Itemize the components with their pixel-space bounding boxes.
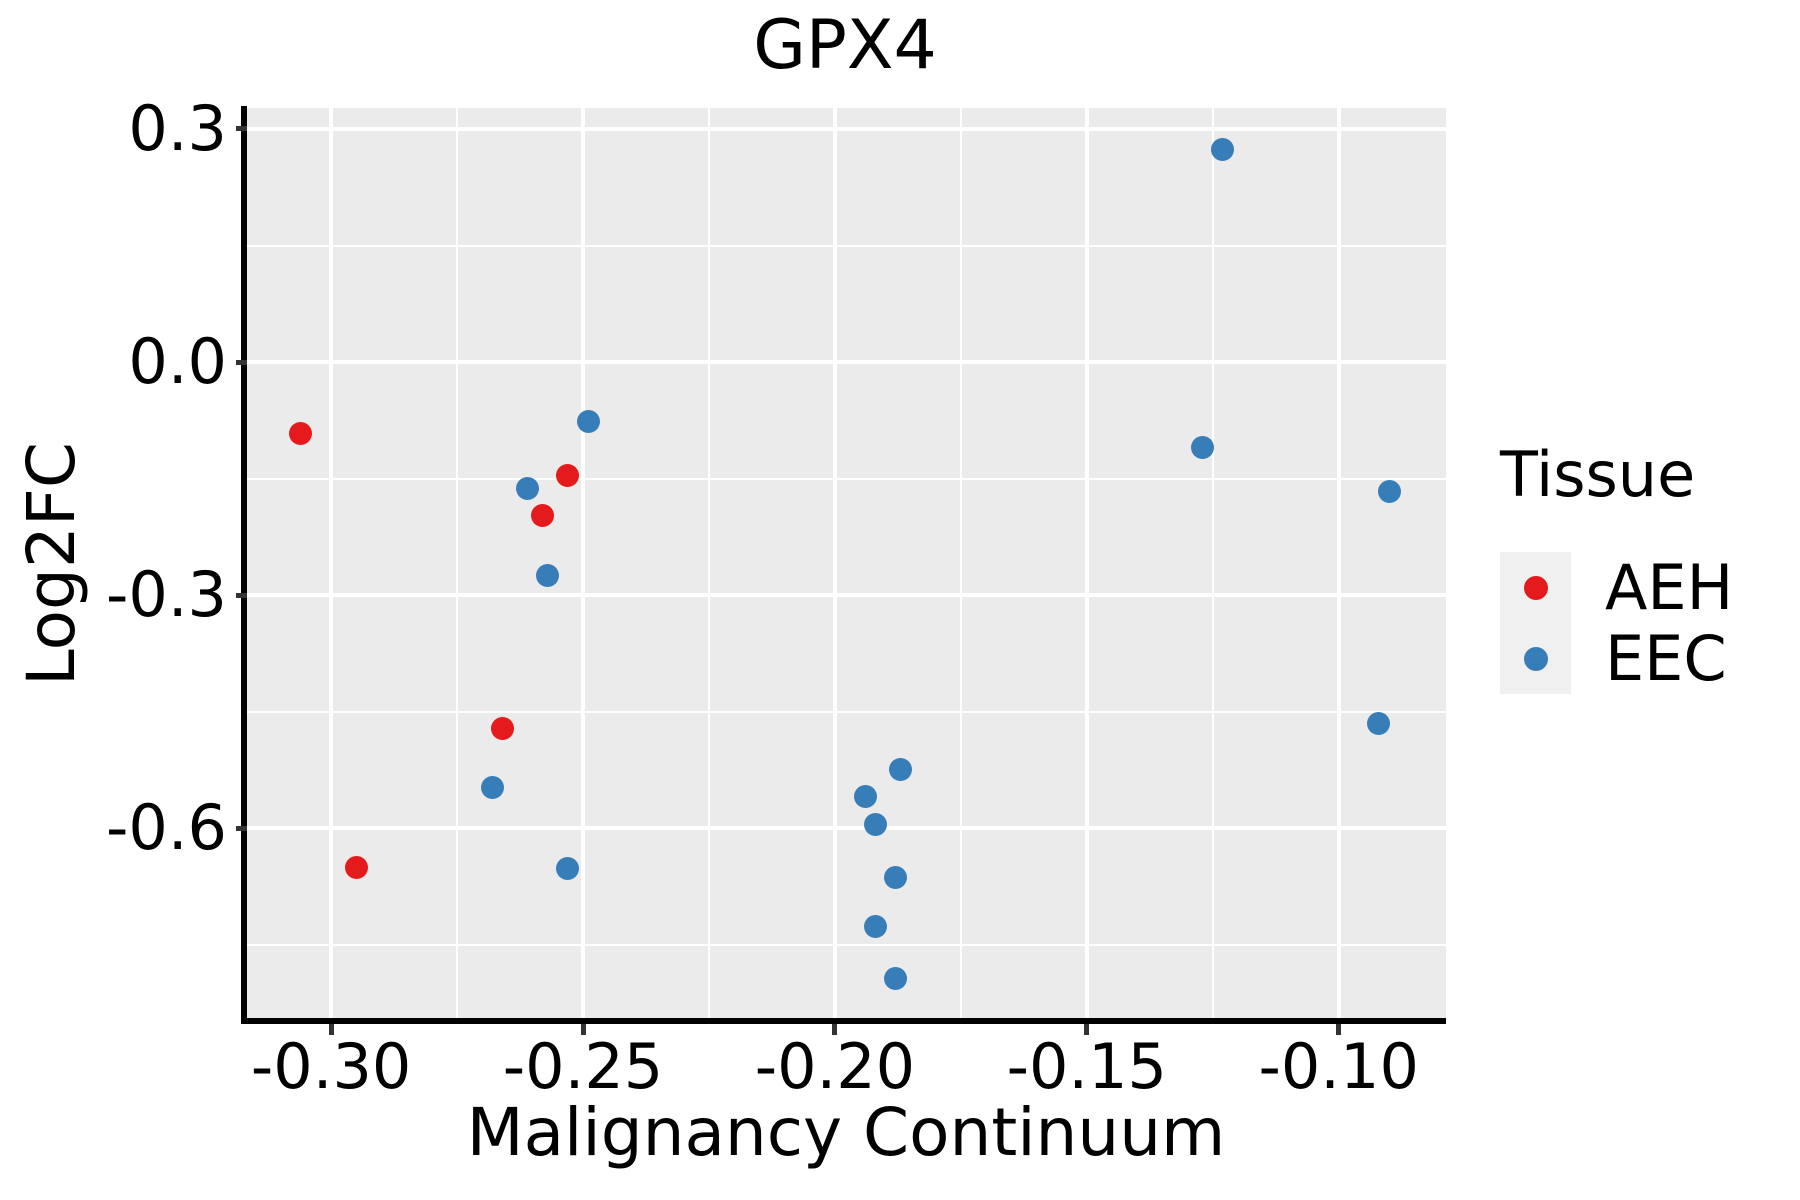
y-axis-line xyxy=(241,106,247,1024)
plot-panel xyxy=(247,108,1446,1021)
y-tick-mark xyxy=(236,359,247,365)
y-tick-label: -0.3 xyxy=(106,558,227,632)
data-point-eec xyxy=(1211,137,1235,161)
data-point-aeh xyxy=(344,856,368,880)
y-tick-label: 0.3 xyxy=(128,91,227,165)
x-tick-label: -0.30 xyxy=(250,1030,412,1103)
data-point-eec xyxy=(1191,436,1215,460)
legend-label-eec: EEC xyxy=(1605,622,1727,695)
legend-key-box-aeh xyxy=(1500,552,1571,623)
x-tick-label: -0.20 xyxy=(754,1030,916,1103)
y-axis-title: Log2FC xyxy=(13,442,90,686)
data-point-aeh xyxy=(490,717,514,741)
minor-grid-line-vertical xyxy=(707,108,710,1021)
x-tick-label: -0.10 xyxy=(1258,1030,1419,1103)
data-point-eec xyxy=(883,966,907,990)
data-point-eec xyxy=(516,477,540,501)
minor-grid-line-vertical xyxy=(1211,108,1214,1021)
x-axis-line xyxy=(241,1018,1446,1024)
major-grid-line-vertical xyxy=(832,108,837,1021)
x-tick-label: -0.25 xyxy=(502,1030,664,1103)
major-grid-line-vertical xyxy=(1336,108,1341,1021)
legend-dot-aeh xyxy=(1523,575,1548,600)
major-grid-line-vertical xyxy=(581,108,586,1021)
data-point-aeh xyxy=(531,504,555,528)
major-grid-line-horizontal xyxy=(247,360,1446,365)
x-tick-mark xyxy=(328,1024,334,1035)
data-point-eec xyxy=(1377,480,1401,504)
legend-dot-eec xyxy=(1523,646,1548,671)
data-point-eec xyxy=(853,784,877,808)
minor-grid-line-horizontal xyxy=(247,943,1446,946)
y-tick-mark xyxy=(236,825,247,831)
plot-title: GPX4 xyxy=(753,6,937,85)
x-tick-label: -0.15 xyxy=(1006,1030,1168,1103)
minor-grid-line-vertical xyxy=(959,108,962,1021)
legend-title: Tissue xyxy=(1500,438,1696,511)
data-point-eec xyxy=(576,410,600,434)
x-axis-title: Malignancy Continuum xyxy=(466,1094,1226,1171)
data-point-eec xyxy=(883,865,907,889)
y-tick-label: -0.6 xyxy=(106,791,227,865)
data-point-aeh xyxy=(289,422,313,446)
minor-grid-line-vertical xyxy=(456,108,459,1021)
x-tick-mark xyxy=(832,1024,838,1035)
data-point-eec xyxy=(536,564,560,588)
y-tick-label: 0.0 xyxy=(128,325,227,399)
major-grid-line-vertical xyxy=(1084,108,1089,1021)
major-grid-line-horizontal xyxy=(247,126,1446,131)
minor-grid-line-horizontal xyxy=(247,244,1446,247)
major-grid-line-vertical xyxy=(329,108,334,1021)
data-point-eec xyxy=(863,812,887,836)
data-point-eec xyxy=(480,775,504,799)
data-point-eec xyxy=(1367,711,1391,735)
data-point-eec xyxy=(863,915,887,939)
x-tick-mark xyxy=(1336,1024,1342,1035)
x-tick-mark xyxy=(580,1024,586,1035)
y-tick-mark xyxy=(236,126,247,132)
legend-item-aeh: AEH xyxy=(1500,552,1733,623)
major-grid-line-horizontal xyxy=(247,826,1446,831)
x-tick-mark xyxy=(1084,1024,1090,1035)
major-grid-line-horizontal xyxy=(247,593,1446,598)
data-point-aeh xyxy=(556,464,580,488)
data-point-eec xyxy=(888,757,912,781)
data-point-eec xyxy=(556,857,580,881)
legend-items: AEH EEC xyxy=(1500,552,1733,694)
minor-grid-line-horizontal xyxy=(247,710,1446,713)
y-tick-mark xyxy=(236,592,247,598)
legend: Tissue AEH EEC xyxy=(1500,444,1733,694)
minor-grid-line-horizontal xyxy=(247,477,1446,480)
legend-key-box-eec xyxy=(1500,623,1571,694)
legend-label-aeh: AEH xyxy=(1605,551,1734,624)
legend-item-eec: EEC xyxy=(1500,623,1733,694)
